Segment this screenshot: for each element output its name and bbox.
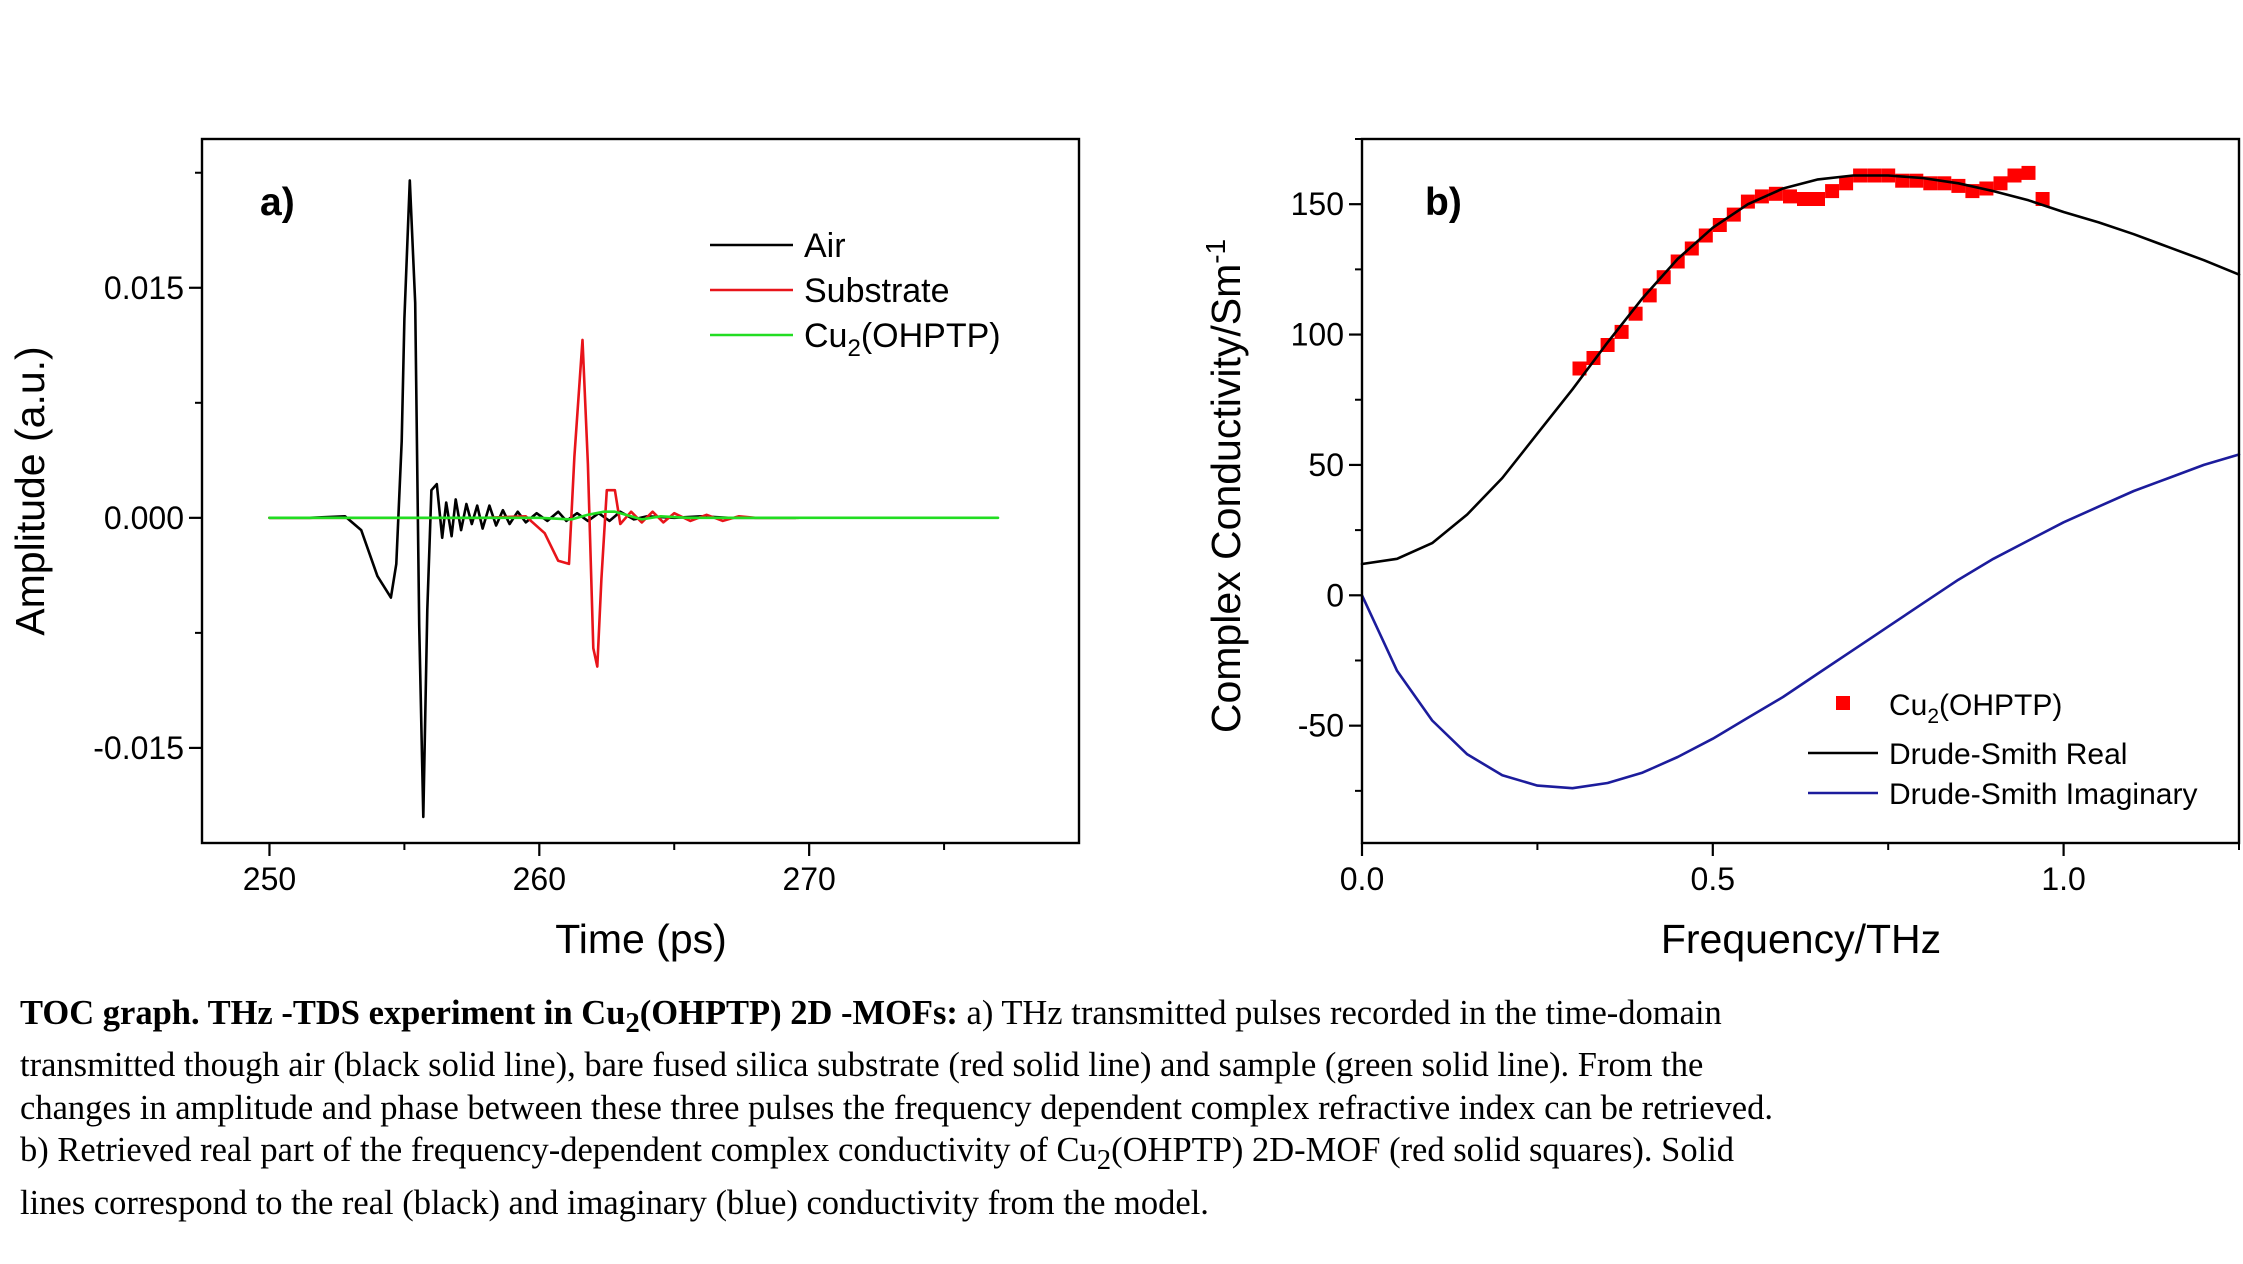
y-tick-label: -0.015 [93, 730, 184, 766]
series-line-drude-smith-real [1360, 174, 2241, 566]
data-point [1783, 189, 1797, 204]
panel-b-label: b) [1425, 181, 1462, 224]
data-point [1909, 173, 1924, 188]
caption-line-4: b) Retrieved real part of the frequency-… [20, 1131, 1735, 1177]
panel-b-y-axis-label: Complex Conductivity/Sm-1 [1200, 239, 1249, 733]
data-point [1811, 192, 1825, 206]
panel-b-legend: Cu2(OHPTP) Drude-Smith Real Drude-Smith … [1808, 689, 2197, 811]
panel-a-y-axis-label: Amplitude (a.u.) [7, 346, 53, 635]
legend-label-drude-smith-imaginary: Drude-Smith Imaginary [1889, 778, 2197, 811]
legend-label-cu2ohptp: Cu2(OHPTP) [804, 317, 1001, 362]
panel-b-frame [1360, 137, 2241, 845]
legend-label-drude-smith-real: Drude-Smith Real [1889, 738, 2127, 771]
panel-b-chart: 0.0 0.5 1.0 -50 0 50 100 150 b) Frequency/THz C… [1200, 137, 2241, 962]
x-tick-label: 1.0 [2041, 861, 2085, 897]
data-point [1797, 192, 1811, 206]
series-line-substrate [268, 338, 800, 668]
series-line-air [268, 179, 797, 819]
y-tick-label: 100 [1291, 317, 1344, 353]
panel-b-x-axis-label: Frequency/THz [1661, 916, 1941, 962]
y-tick-label: 50 [1308, 447, 1344, 483]
y-tick-label: 150 [1291, 186, 1344, 222]
panel-a-chart: 250 260 270 -0.015 0.000 0.015 a) Time (ps) A… [7, 137, 1081, 962]
x-tick-label: 260 [513, 861, 566, 897]
caption-line-2: transmitted though air (black solid line… [20, 1046, 1704, 1085]
caption-line-3: changes in amplitude and phase between t… [20, 1088, 1773, 1127]
legend-label-cu2ohptp-b: Cu2(OHPTP) [1889, 689, 2062, 728]
caption-bold-heading: TOC graph. THz -TDS experiment in Cu2(OH… [20, 994, 958, 1039]
panel-a-frame [200, 137, 1081, 845]
legend-marker-cu2ohptp [1836, 696, 1850, 710]
series-line-drude-smith-imaginary [1360, 453, 2241, 790]
panel-a-legend: Air Substrate Cu2(OHPTP) [710, 227, 1001, 362]
data-point [1670, 254, 1685, 269]
data-point [2007, 168, 2022, 183]
series-line-cu2-ohptp- [268, 510, 1000, 521]
caption-line-1: TOC graph. THz -TDS experiment in Cu2(OH… [20, 994, 1722, 1039]
data-point [1656, 270, 1671, 285]
caption-line-5: lines correspond to the real (black) and… [20, 1183, 1209, 1222]
y-tick-label: 0.015 [104, 270, 184, 306]
data-point [1839, 176, 1854, 191]
figure-caption: TOC graph. THz -TDS experiment in Cu2(OH… [20, 992, 2235, 1224]
data-point [1951, 178, 1966, 193]
x-tick-label: 0.0 [1340, 861, 1384, 897]
y-tick-label: 0 [1326, 577, 1344, 613]
y-tick-label: -50 [1298, 708, 1344, 744]
panel-a-label: a) [260, 181, 295, 224]
panel-a-x-axis-label: Time (ps) [555, 916, 727, 962]
y-tick-label: 0.000 [104, 500, 184, 536]
legend-label-substrate: Substrate [804, 272, 950, 310]
data-point [2021, 165, 2036, 180]
data-point [1937, 176, 1952, 191]
x-tick-label: 250 [243, 861, 296, 897]
x-tick-label: 0.5 [1691, 861, 1735, 897]
legend-label-air: Air [804, 227, 846, 265]
data-point [1993, 176, 2008, 191]
x-tick-label: 270 [782, 861, 835, 897]
data-point [1642, 288, 1657, 303]
data-point [1684, 241, 1699, 256]
data-point [1572, 361, 1587, 376]
data-point [1825, 184, 1840, 199]
